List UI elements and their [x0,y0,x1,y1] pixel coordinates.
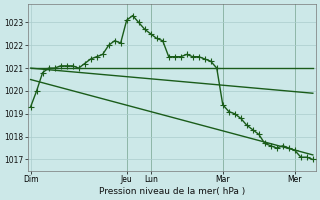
X-axis label: Pression niveau de la mer( hPa ): Pression niveau de la mer( hPa ) [99,187,245,196]
